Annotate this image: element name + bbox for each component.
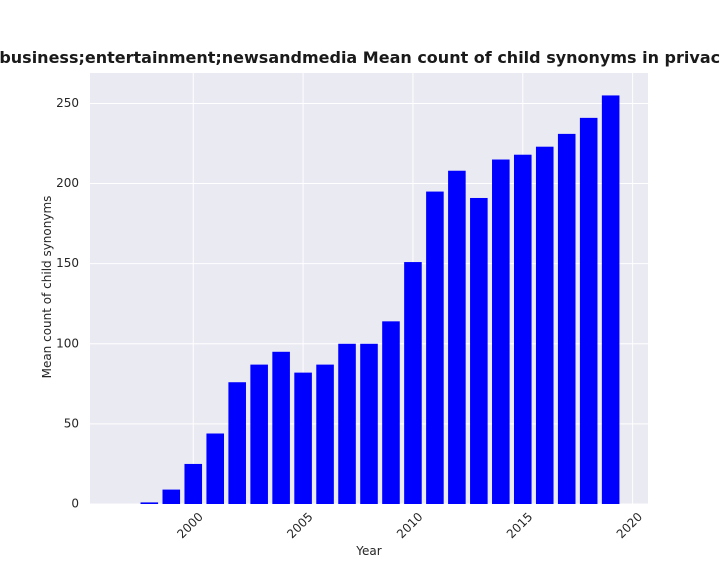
bar-2013 [470,197,488,504]
bar-2000 [184,463,203,504]
bar-2014 [492,159,510,504]
bar-2015 [513,154,532,505]
bar-2019 [601,95,620,505]
y-tick-label: 250 [56,96,79,110]
x-tick-label: 2005 [284,510,315,541]
bar-2008 [360,343,378,504]
bar-2016 [535,146,554,504]
bar-2010 [404,262,422,504]
bar-1999 [162,489,181,504]
y-axis-label: Mean count of child synonyms [40,196,54,379]
y-tick-label: 100 [56,336,79,350]
bar-2017 [557,133,576,504]
bar-2018 [579,117,598,504]
x-axis-ticks: 2000 2005 2010 2015 2020 [174,510,645,541]
y-tick-label: 150 [56,256,79,270]
y-tick-label: 0 [71,497,79,511]
bar-2007 [338,343,356,504]
bar-2002 [228,382,246,504]
y-tick-label: 50 [64,416,79,430]
bar-2005 [294,372,312,504]
chart-title: Mean count of child synonyms in privacy … [0,48,720,67]
x-tick-label: 2000 [174,510,205,541]
bar-2012 [448,170,466,504]
bar-2011 [426,191,444,504]
x-axis-label: Year [355,544,381,558]
bar-2001 [206,433,225,504]
bar-2006 [316,364,334,504]
x-tick-label: 2015 [504,510,535,541]
bar-2004 [272,351,290,504]
bar-1998 [140,502,159,504]
bar-2003 [250,364,268,504]
x-tick-label: 2010 [394,510,425,541]
bar-2009 [382,321,400,504]
y-tick-label: 200 [56,176,79,190]
x-tick-label: 2020 [614,510,645,541]
y-axis-ticks: 0 50 100 150 200 250 [56,96,79,511]
bars [140,95,620,505]
